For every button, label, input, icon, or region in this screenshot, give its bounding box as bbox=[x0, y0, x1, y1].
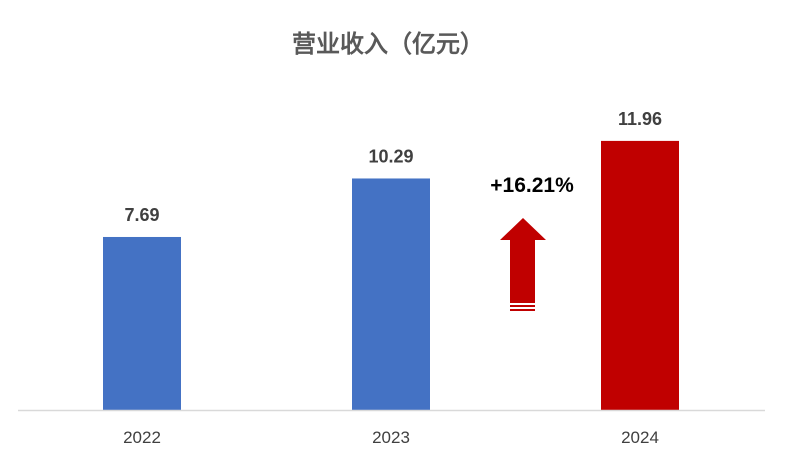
x-tick-label: 2022 bbox=[123, 428, 161, 447]
chart-title: 营业收入（亿元） bbox=[292, 30, 484, 58]
bar-2023 bbox=[352, 178, 430, 410]
x-tick-label: 2024 bbox=[621, 428, 659, 447]
data-label: 7.69 bbox=[124, 205, 159, 225]
up-arrow-icon bbox=[500, 218, 546, 311]
bar-2024 bbox=[601, 140, 679, 410]
data-label: 10.29 bbox=[368, 146, 413, 166]
data-label: 11.96 bbox=[618, 109, 662, 129]
growth-annotation: +16.21% bbox=[490, 174, 574, 197]
x-tick-label: 2023 bbox=[372, 428, 410, 447]
bar-2022 bbox=[103, 236, 181, 410]
